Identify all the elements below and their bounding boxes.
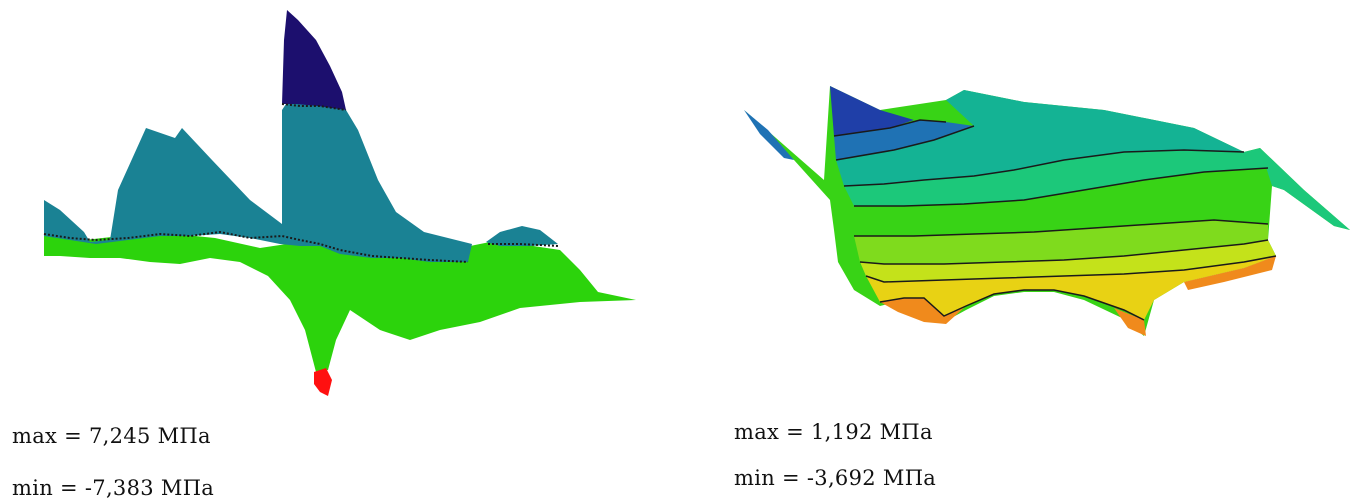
left-zone-teal-hump (486, 226, 558, 246)
left-zone-teal (44, 98, 472, 262)
left-contour-line (43, 230, 469, 263)
left-min-label: min = -7,383 МПа (12, 476, 215, 500)
right-contour-line (835, 125, 975, 161)
right-zone-orange (1184, 256, 1276, 290)
left-max-label: max = 7,245 МПа (12, 424, 211, 448)
right-min-label: min = -3,692 МПа (734, 466, 937, 490)
right-contour-line (865, 255, 1277, 283)
right-stress-panel: max = 1,192 МПа min = -3,692 МПа (684, 0, 1368, 501)
right-contour-line (879, 289, 1145, 321)
right-zone-yellow-green (860, 240, 1276, 282)
right-zone-orange (880, 298, 966, 324)
right-zone-yellow (866, 256, 1276, 320)
right-contour-line (854, 219, 1269, 237)
left-stress-panel: max = 7,245 МПа min = -7,383 МПа (12, 10, 636, 500)
right-max-label: max = 1,192 МПа (734, 420, 933, 444)
left-zone-red (314, 368, 332, 396)
right-zone-right-wing (1260, 148, 1350, 230)
right-contour-line (843, 149, 1245, 187)
right-contour-line (833, 119, 947, 137)
right-zone-steel-blue (834, 120, 974, 160)
right-zone-blue (830, 86, 914, 136)
right-contour-line (854, 167, 1269, 207)
left-contour-line (281, 103, 347, 111)
right-zone-aqua-green (844, 148, 1268, 206)
right-contour-line (859, 239, 1269, 265)
left-zone-dark-navy (282, 10, 346, 110)
right-zone-orange (1114, 308, 1146, 336)
right-stress-contour-plot (744, 86, 1350, 336)
right-zone-lime (854, 220, 1268, 264)
right-zone-teal-green (836, 90, 1244, 186)
right-zone-blue-wing (744, 110, 794, 160)
left-stress-contour-plot (43, 10, 636, 396)
left-zone-green (44, 232, 636, 372)
left-contour-line (488, 243, 559, 247)
